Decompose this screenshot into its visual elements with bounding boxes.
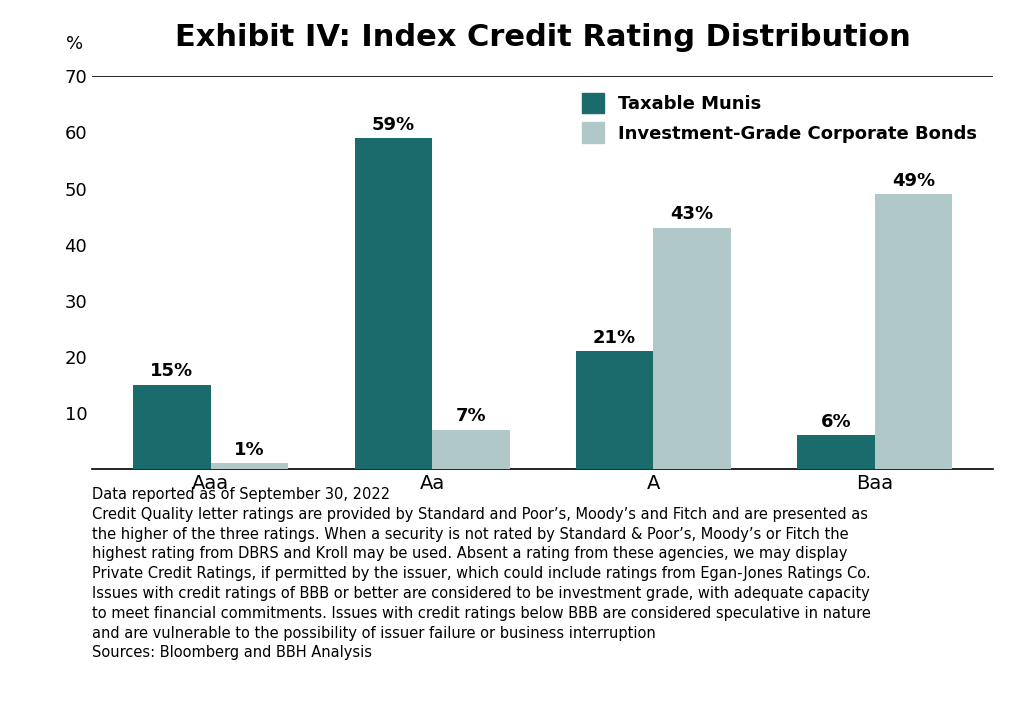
Bar (874, 194, 952, 469)
Text: 15%: 15% (151, 362, 194, 380)
Bar (133, 385, 211, 469)
Bar (211, 463, 288, 469)
Bar (575, 351, 653, 469)
Text: 59%: 59% (372, 116, 415, 134)
Text: 49%: 49% (892, 172, 935, 190)
Text: 6%: 6% (821, 413, 851, 431)
Bar (798, 435, 874, 469)
Text: %: % (66, 35, 83, 53)
Text: 7%: 7% (456, 407, 486, 425)
Text: 1%: 1% (234, 441, 264, 459)
Text: Data reported as of September 30, 2022
Credit Quality letter ratings are provide: Data reported as of September 30, 2022 C… (92, 487, 871, 661)
Bar (432, 430, 510, 469)
Bar (354, 138, 432, 469)
Text: 21%: 21% (593, 329, 636, 347)
Bar (653, 228, 731, 469)
Title: Exhibit IV: Index Credit Rating Distribution: Exhibit IV: Index Credit Rating Distribu… (175, 23, 910, 52)
Text: 43%: 43% (671, 205, 714, 223)
Legend: Taxable Munis, Investment-Grade Corporate Bonds: Taxable Munis, Investment-Grade Corporat… (574, 85, 984, 150)
